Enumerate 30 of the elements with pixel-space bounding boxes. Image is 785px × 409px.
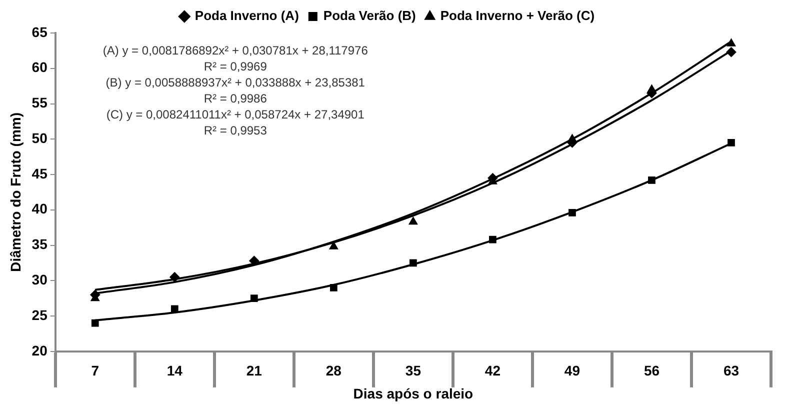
legend-label: Poda Inverno + Verão (C) [440,8,595,24]
y-tick-label: 25 [32,306,48,323]
y-tick-label: 65 [32,24,48,40]
x-tick-label: 21 [246,362,262,379]
y-tick-label: 20 [32,342,48,358]
x-tick-label: 49 [564,362,580,379]
y-tick-label: 35 [32,236,48,252]
annotation: (C) y = 0,0082411011x² + 0,058724x + 27,34901 [106,107,365,122]
legend-label: Poda Verão (B) [323,8,416,24]
y-tick-label: 45 [32,165,48,182]
x-axis-title: Dias após o raleio [353,385,474,402]
annotation: (B) y = 0,0058888937x² + 0,033888x + 23,85381 [106,75,366,90]
annotation: R² = 0,9986 [204,91,268,106]
annotation: R² = 0,9953 [204,123,268,138]
y-axis-title: Diâmetro do Fruto (mm) [7,112,24,272]
x-tick-label: 35 [405,362,422,379]
annotation: R² = 0,9969 [204,59,268,74]
x-tick-label: 56 [644,362,660,379]
x-tick-label: 14 [166,362,183,379]
y-tick-label: 55 [32,94,48,111]
y-tick-label: 40 [32,200,48,217]
y-tick-label: 60 [32,59,48,76]
x-tick-label: 42 [484,362,501,379]
y-tick-label: 50 [32,130,48,146]
x-tick-label: 28 [326,362,342,379]
y-tick-label: 30 [32,272,48,288]
legend-label: Poda Inverno (A) [194,8,299,24]
annotation: (A) y = 0,0081786892x² + 0,030781x + 28,117976 [102,43,368,58]
x-tick-label: 7 [91,362,100,379]
x-tick-label: 63 [723,362,740,379]
